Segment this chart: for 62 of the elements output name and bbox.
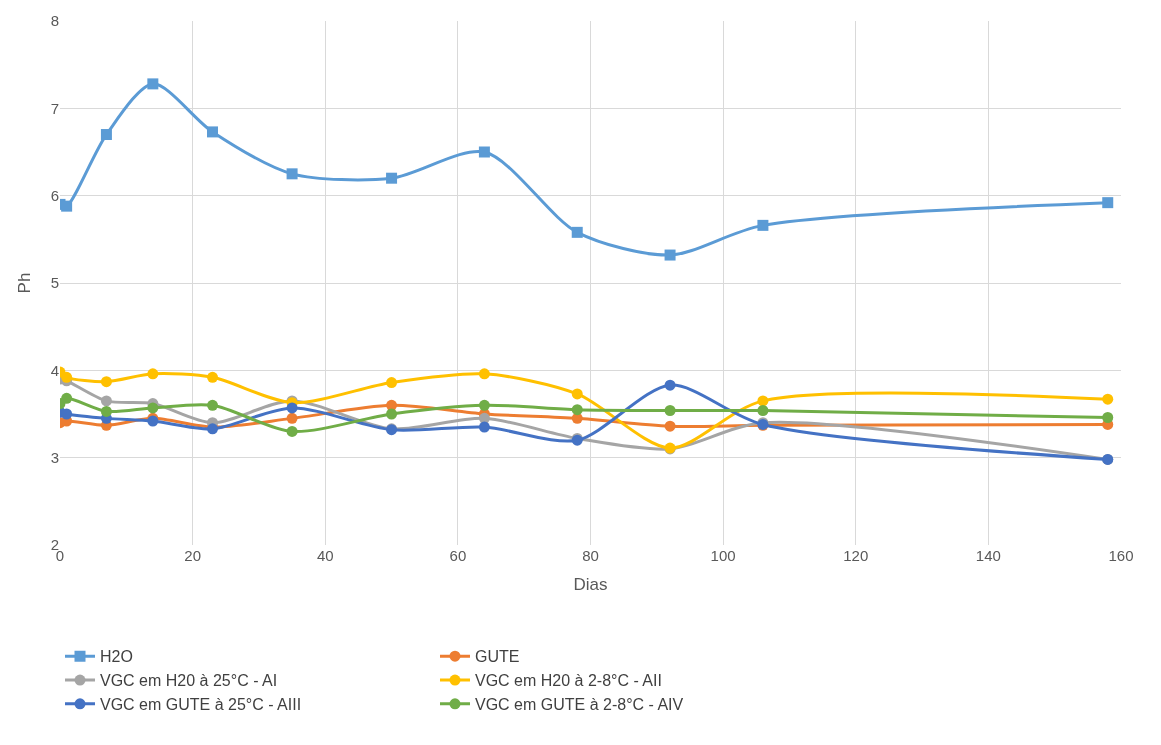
point (147, 78, 159, 90)
point (757, 405, 769, 417)
point (478, 399, 490, 411)
point (386, 172, 398, 184)
point (61, 392, 73, 404)
point (571, 226, 583, 238)
point (386, 408, 398, 420)
point (664, 249, 676, 261)
point (100, 376, 112, 388)
point (147, 402, 159, 414)
point (286, 412, 298, 424)
point (478, 421, 490, 433)
point (100, 405, 112, 417)
x-tick-label: 20 (184, 547, 201, 564)
x-tick-label: 60 (449, 547, 467, 564)
x-tick-label: 100 (710, 547, 736, 564)
legend-label: VGC em H20 à 25°C - AI (100, 672, 278, 690)
y-tick-label: 8 (50, 12, 59, 30)
legend-label: VGC em H20 à 2-8°C - AII (475, 672, 662, 690)
x-axis-title: Dias (573, 575, 608, 595)
x-tick-label: 120 (843, 547, 869, 564)
y-tick-label: 3 (50, 448, 59, 466)
y-tick-label: 7 (50, 99, 59, 117)
y-tick-label: 4 (50, 361, 59, 379)
point (1102, 411, 1114, 423)
point (757, 219, 769, 231)
y-axis-title: Ph (15, 272, 35, 294)
point (286, 425, 298, 437)
point (207, 126, 219, 138)
point (100, 395, 112, 407)
x-tick-label: 40 (316, 547, 334, 564)
point (61, 200, 73, 212)
point (571, 388, 583, 400)
point (478, 412, 490, 424)
point (61, 408, 73, 420)
point (61, 371, 73, 383)
y-tick-label: 6 (50, 186, 59, 204)
legend-label: H2O (100, 648, 133, 666)
point (478, 368, 490, 380)
point (147, 368, 159, 380)
point (286, 402, 298, 414)
x-tick-label: 160 (1108, 547, 1134, 564)
point (100, 129, 112, 141)
point (757, 395, 769, 407)
x-tick-label: 80 (582, 547, 599, 564)
point (664, 405, 676, 417)
point (207, 371, 219, 383)
legend-label: GUTE (475, 648, 520, 666)
point (1102, 393, 1114, 405)
x-tick-label: 140 (975, 547, 1001, 564)
legend-label: VGC em GUTE à 2-8°C - AIV (475, 696, 684, 714)
point (478, 146, 490, 158)
point (571, 404, 583, 416)
point (664, 379, 676, 391)
x-tick-label: 0 (55, 547, 65, 564)
point (664, 420, 676, 432)
legend-label: VGC em GUTE à 25°C - AIII (100, 696, 302, 714)
point (1102, 197, 1114, 209)
point (386, 377, 398, 389)
point (286, 168, 298, 180)
y-tick-label: 5 (50, 274, 59, 292)
point (207, 399, 219, 411)
